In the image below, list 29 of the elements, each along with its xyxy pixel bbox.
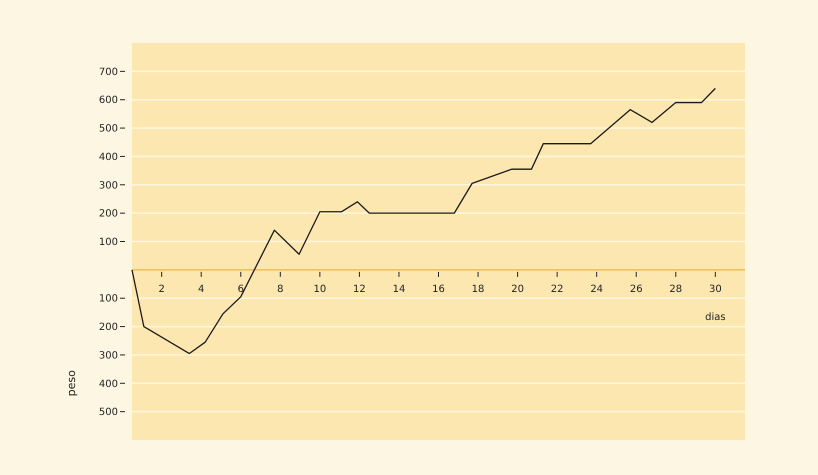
y-tick-label: 500 — [98, 407, 118, 418]
y-tick-label: 300 — [98, 350, 118, 362]
y-axis-title: peso — [65, 370, 78, 396]
x-tick-label: 24 — [590, 284, 604, 295]
x-tick-label: 2 — [158, 284, 165, 295]
y-tick-label: 100 — [98, 237, 118, 248]
y-tick-label: 400 — [98, 378, 118, 390]
y-tick-label: 700 — [98, 66, 118, 78]
x-tick-label: 6 — [238, 284, 244, 295]
x-tick-label: 10 — [313, 284, 326, 295]
x-tick-label: 22 — [550, 284, 564, 295]
x-tick-label: 4 — [198, 284, 204, 295]
x-tick-label: 18 — [472, 284, 484, 295]
x-axis-title: dias — [705, 312, 726, 323]
x-tick-label: 16 — [432, 284, 445, 295]
y-tick-label: 200 — [98, 208, 118, 220]
x-tick-label: 20 — [511, 284, 524, 295]
x-tick-label: 30 — [708, 284, 722, 295]
x-tick-label: 8 — [277, 284, 284, 295]
y-tick-label: 500 — [98, 124, 118, 135]
y-tick-label: 300 — [98, 180, 118, 192]
y-tick-label: 200 — [98, 322, 118, 334]
y-tick-label: 100 — [98, 294, 118, 305]
y-tick-label: 400 — [98, 152, 118, 163]
x-tick-label: 26 — [630, 284, 643, 295]
x-tick-label: 12 — [353, 284, 366, 295]
x-tick-label: 28 — [669, 284, 682, 295]
x-tick-label: 14 — [392, 284, 406, 295]
y-tick-label: 600 — [98, 95, 118, 106]
